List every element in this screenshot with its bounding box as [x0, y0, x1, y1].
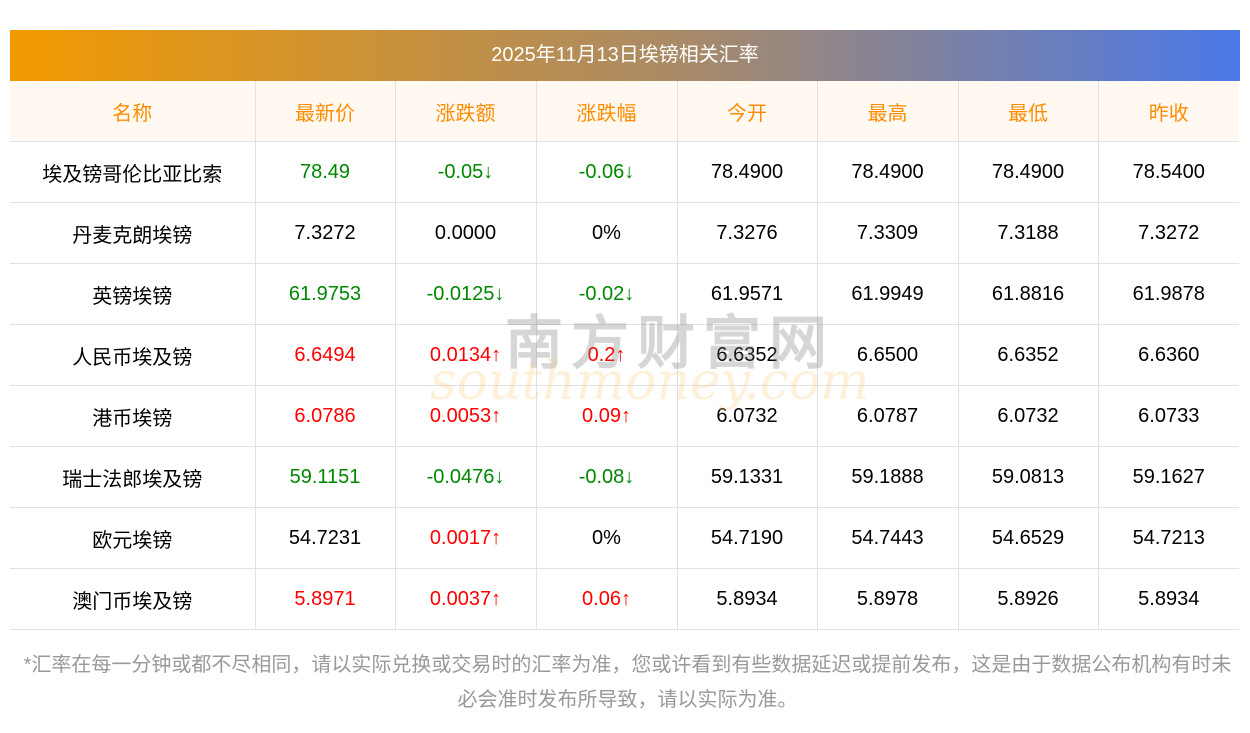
- cell-open: 61.9571: [676, 263, 818, 325]
- cell-high: 61.9949: [816, 263, 959, 325]
- cell-name: 英镑埃镑: [10, 263, 256, 325]
- cell-latest: 6.6494: [254, 324, 396, 386]
- cell-latest: 59.1151: [254, 446, 396, 508]
- cell-low: 7.3188: [957, 202, 1099, 264]
- table-title: 2025年11月13日埃镑相关汇率: [10, 30, 1240, 81]
- table-row: 丹麦克朗埃镑 7.3272 0.0000 0% 7.3276 7.3309 7.3188 7.…: [10, 202, 1239, 264]
- cell-prev: 78.5400: [1097, 141, 1239, 203]
- cell-pct: 0%: [535, 202, 678, 264]
- cell-high: 6.6500: [816, 324, 959, 386]
- cell-high: 6.0787: [816, 385, 959, 447]
- header-row: 名称 最新价 涨跌额 涨跌幅 今开 最高 最低 昨收: [10, 81, 1239, 142]
- cell-name: 埃及镑哥伦比亚比索: [10, 141, 256, 203]
- table-row: 澳门币埃及镑 5.8971 0.0037↑ 0.06↑ 5.8934 5.8978 5.89…: [10, 568, 1239, 630]
- cell-low: 59.0813: [957, 446, 1099, 508]
- column-header: 涨跌幅: [535, 81, 678, 142]
- cell-pct: 0%: [535, 507, 678, 569]
- cell-pct: -0.06↓: [535, 141, 678, 203]
- cell-prev: 7.3272: [1097, 202, 1239, 264]
- table-row: 欧元埃镑 54.7231 0.0017↑ 0% 54.7190 54.7443 54.652…: [10, 507, 1239, 569]
- cell-latest: 61.9753: [254, 263, 396, 325]
- cell-open: 54.7190: [676, 507, 818, 569]
- cell-latest: 54.7231: [254, 507, 396, 569]
- cell-open: 6.0732: [676, 385, 818, 447]
- table-row: 英镑埃镑 61.9753 -0.0125↓ -0.02↓ 61.9571 61.9949 6…: [10, 263, 1239, 325]
- cell-pct: 0.06↑: [535, 568, 678, 630]
- cell-open: 78.4900: [676, 141, 818, 203]
- cell-high: 5.8978: [816, 568, 959, 630]
- cell-open: 7.3276: [676, 202, 818, 264]
- cell-high: 59.1888: [816, 446, 959, 508]
- column-header: 名称: [10, 81, 256, 142]
- exchange-rate-table: 名称 最新价 涨跌额 涨跌幅 今开 最高 最低 昨收 埃及镑哥伦比亚比索 78.49 -0.05↓…: [10, 81, 1239, 630]
- cell-open: 59.1331: [676, 446, 818, 508]
- cell-high: 78.4900: [816, 141, 959, 203]
- cell-name: 丹麦克朗埃镑: [10, 202, 256, 264]
- cell-name: 澳门币埃及镑: [10, 568, 256, 630]
- table-row: 埃及镑哥伦比亚比索 78.49 -0.05↓ -0.06↓ 78.4900 78.4900…: [10, 141, 1239, 203]
- cell-latest: 5.8971: [254, 568, 396, 630]
- cell-change: -0.0125↓: [394, 263, 537, 325]
- cell-change: -0.05↓: [394, 141, 537, 203]
- table-row: 港币埃镑 6.0786 0.0053↑ 0.09↑ 6.0732 6.0787 6.0732…: [10, 385, 1239, 447]
- cell-prev: 5.8934: [1097, 568, 1239, 630]
- cell-pct: -0.08↓: [535, 446, 678, 508]
- cell-pct: 0.09↑: [535, 385, 678, 447]
- cell-low: 5.8926: [957, 568, 1099, 630]
- cell-low: 6.6352: [957, 324, 1099, 386]
- cell-name: 人民币埃及镑: [10, 324, 256, 386]
- cell-low: 61.8816: [957, 263, 1099, 325]
- cell-open: 5.8934: [676, 568, 818, 630]
- cell-name: 欧元埃镑: [10, 507, 256, 569]
- cell-latest: 78.49: [254, 141, 396, 203]
- cell-latest: 6.0786: [254, 385, 396, 447]
- column-header: 最低: [957, 81, 1099, 142]
- cell-prev: 59.1627: [1097, 446, 1239, 508]
- cell-low: 6.0732: [957, 385, 1099, 447]
- column-header: 最高: [816, 81, 959, 142]
- cell-prev: 54.7213: [1097, 507, 1239, 569]
- table-row: 人民币埃及镑 6.6494 0.0134↑ 0.2↑ 6.6352 6.6500 6.635…: [10, 324, 1239, 386]
- table-row: 瑞士法郎埃及镑 59.1151 -0.0476↓ -0.08↓ 59.1331 59.18…: [10, 446, 1239, 508]
- cell-change: 0.0053↑: [394, 385, 537, 447]
- cell-change: 0.0017↑: [394, 507, 537, 569]
- cell-pct: -0.02↓: [535, 263, 678, 325]
- column-header: 最新价: [254, 81, 396, 142]
- cell-change: 0.0134↑: [394, 324, 537, 386]
- cell-pct: 0.2↑: [535, 324, 678, 386]
- column-header: 昨收: [1097, 81, 1239, 142]
- column-header: 涨跌额: [394, 81, 537, 142]
- cell-change: -0.0476↓: [394, 446, 537, 508]
- cell-high: 54.7443: [816, 507, 959, 569]
- disclaimer-note: *汇率在每一分钟或都不尽相同，请以实际兑换或交易时的汇率为准，您或许看到有些数据…: [23, 654, 1232, 711]
- cell-name: 港币埃镑: [10, 385, 256, 447]
- cell-prev: 61.9878: [1097, 263, 1239, 325]
- cell-prev: 6.6360: [1097, 324, 1239, 386]
- cell-latest: 7.3272: [254, 202, 396, 264]
- cell-low: 54.6529: [957, 507, 1099, 569]
- cell-name: 瑞士法郎埃及镑: [10, 446, 256, 508]
- cell-open: 6.6352: [676, 324, 818, 386]
- cell-low: 78.4900: [957, 141, 1099, 203]
- cell-change: 0.0037↑: [394, 568, 537, 630]
- cell-change: 0.0000: [394, 202, 537, 264]
- cell-high: 7.3309: [816, 202, 959, 264]
- cell-prev: 6.0733: [1097, 385, 1239, 447]
- column-header: 今开: [676, 81, 818, 142]
